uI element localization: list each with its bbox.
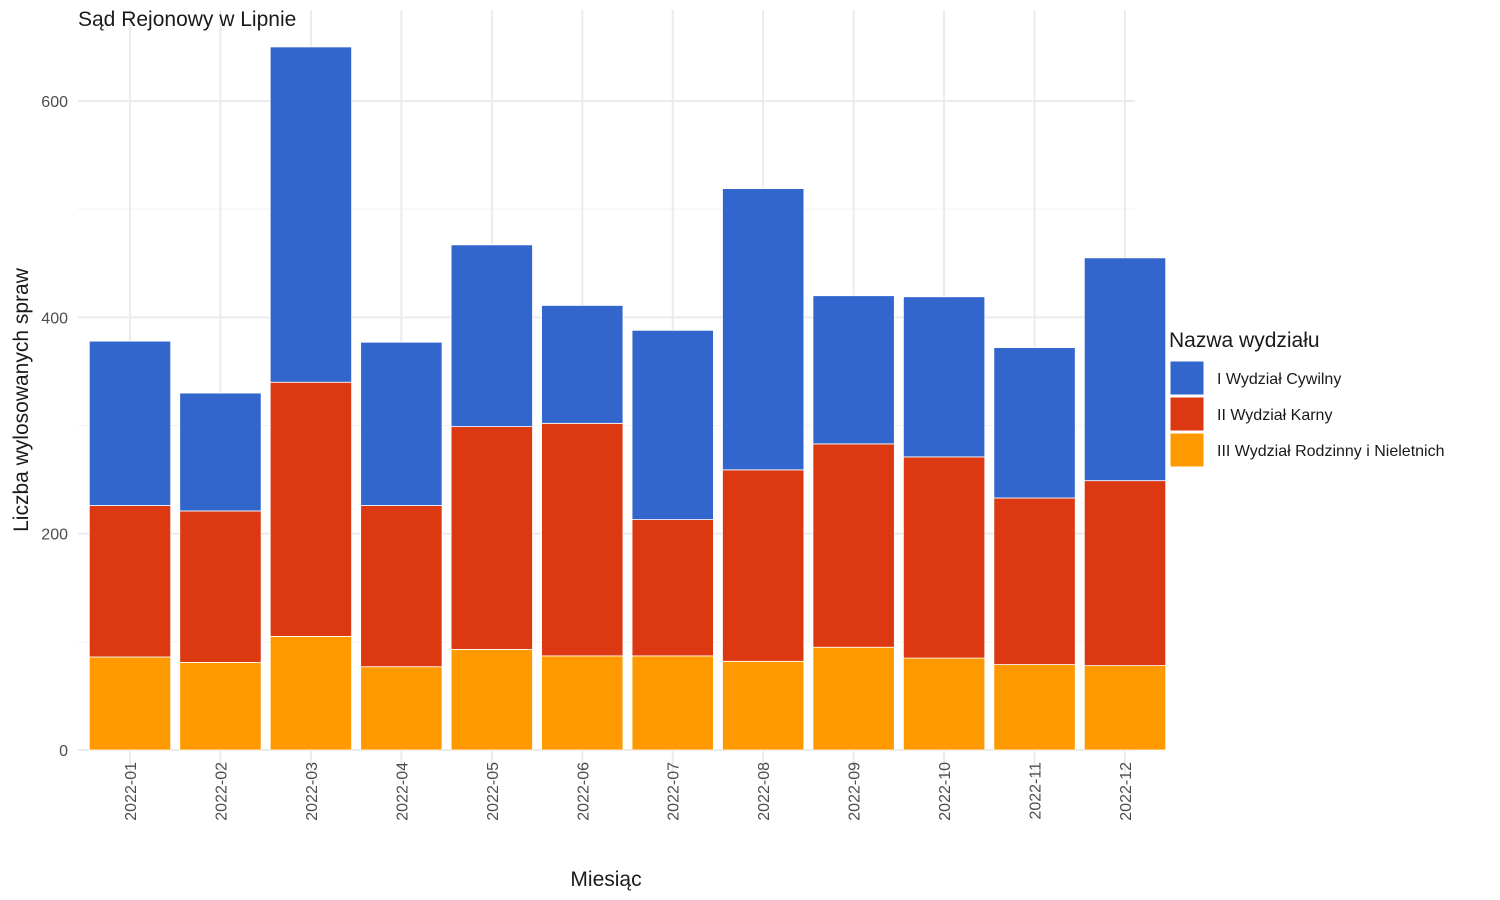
bar-segment [812, 646, 895, 751]
bar-segment [631, 329, 714, 521]
bar-segment [179, 392, 262, 512]
x-tick-label: 2022-06 [575, 762, 592, 821]
legend-swatch [1169, 432, 1205, 468]
bar-segment [88, 340, 172, 506]
bar-segment [902, 657, 986, 751]
legend-swatch [1169, 360, 1205, 396]
legend-label: III Wydział Rodzinny i Nieletnich [1217, 443, 1445, 460]
x-axis-title: Miesiąc [570, 868, 641, 891]
bar-segment [631, 519, 714, 657]
bar-segment [179, 661, 262, 751]
chart-title: Sąd Rejonowy w Lipnie [78, 8, 296, 31]
bar-segment [1083, 257, 1167, 482]
legend-swatch [1169, 396, 1205, 432]
bar-segment [179, 510, 262, 663]
bar-segment [812, 295, 895, 445]
bar-segment [360, 666, 443, 751]
bar-segment [450, 426, 533, 650]
legend: Nazwa wydziału I Wydział Cywilny II Wydzi… [1169, 329, 1445, 468]
bars [88, 46, 1167, 751]
y-tick-label: 600 [41, 94, 68, 111]
x-tick-label: 2022-09 [847, 762, 864, 821]
y-axis-ticks: 0 200 400 600 [41, 94, 68, 760]
y-tick-label: 200 [41, 527, 68, 544]
bar-segment [993, 347, 1076, 499]
y-tick-label: 400 [41, 310, 68, 327]
bar-segment [269, 46, 353, 383]
bar-segment [88, 656, 172, 751]
x-tick-label: 2022-11 [1028, 762, 1045, 820]
bar-segment [1083, 665, 1167, 751]
legend-label: II Wydział Karny [1217, 407, 1332, 424]
bar-segment [269, 636, 353, 751]
x-tick-label: 2022-07 [666, 762, 683, 821]
bar-segment [450, 244, 533, 427]
bar-segment [360, 505, 443, 668]
bar-segment [360, 341, 443, 506]
bar-segment [902, 456, 986, 659]
bar-segment [722, 469, 805, 662]
bar-segment [1083, 480, 1167, 667]
bar-segment [902, 296, 986, 458]
bar-segment [993, 664, 1076, 751]
x-tick-label: 2022-04 [394, 762, 411, 821]
bar-segment [541, 655, 624, 751]
bar-segment [541, 422, 624, 657]
bar-segment [812, 443, 895, 648]
y-axis-title: Liczba wylosowanych spraw [10, 267, 33, 532]
legend-label: I Wydział Cywilny [1217, 371, 1341, 388]
x-tick-label: 2022-01 [123, 762, 140, 821]
x-tick-label: 2022-05 [485, 762, 502, 821]
bar-segment [722, 660, 805, 751]
bar-segment [722, 188, 805, 471]
x-tick-label: 2022-10 [937, 762, 954, 821]
y-tick-label: 0 [59, 743, 68, 760]
bar-segment [450, 649, 533, 751]
x-tick-label: 2022-12 [1118, 762, 1135, 821]
legend-title: Nazwa wydziału [1169, 329, 1320, 352]
bar-segment [269, 381, 353, 637]
x-tick-label: 2022-03 [304, 762, 321, 821]
x-axis-ticks: 2022-01 2022-02 2022-03 2022-04 2022-05 2022-… [123, 762, 1135, 821]
x-tick-label: 2022-02 [213, 762, 230, 821]
bar-segment [631, 655, 714, 751]
bar-segment [88, 505, 172, 658]
bar-segment [993, 497, 1076, 665]
bar-segment [541, 305, 624, 424]
x-tick-label: 2022-08 [756, 762, 773, 821]
